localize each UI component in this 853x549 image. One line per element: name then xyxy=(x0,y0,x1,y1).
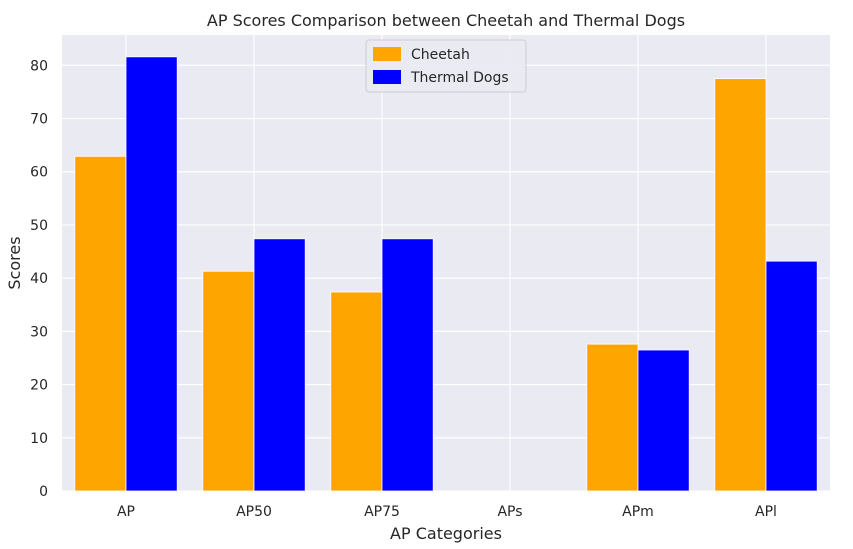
legend-label-cheetah: Cheetah xyxy=(411,47,470,63)
bar-thermal-dogs-ap75 xyxy=(381,238,434,492)
bar-thermal-dogs-ap xyxy=(125,56,178,492)
legend-box xyxy=(365,39,527,93)
y-tick-label: 80 xyxy=(30,58,48,74)
bar-thermal-dogs-ap50 xyxy=(253,238,306,492)
legend-label-thermal-dogs: Thermal Dogs xyxy=(410,70,509,86)
y-tick-label: 40 xyxy=(30,271,48,287)
y-tick-label: 0 xyxy=(39,484,48,500)
plot-background xyxy=(62,35,830,491)
bar-cheetah-ap75 xyxy=(330,291,383,492)
y-tick-label: 10 xyxy=(30,431,48,447)
legend: Cheetah Thermal Dogs xyxy=(365,39,527,93)
x-tick-label: APl xyxy=(755,504,777,520)
x-tick-label: APs xyxy=(497,504,522,520)
y-tick-label: 70 xyxy=(30,112,48,128)
y-tick-label: 50 xyxy=(30,218,48,234)
bar-cheetah-ap50 xyxy=(202,270,255,492)
bar-cheetah-apl xyxy=(714,78,767,492)
x-tick-labels: AP AP50 AP75 APs APm APl xyxy=(117,504,777,520)
x-axis-label: AP Categories xyxy=(390,524,502,543)
y-axis-label: Scores xyxy=(5,236,24,289)
y-tick-label: 60 xyxy=(30,165,48,181)
x-tick-label: AP xyxy=(117,504,135,520)
bar-thermal-dogs-apm xyxy=(637,349,690,492)
bar-cheetah-ap xyxy=(74,155,127,492)
bar-thermal-dogs-apl xyxy=(765,260,818,492)
legend-swatch-thermal-dogs xyxy=(373,70,401,84)
legend-swatch-cheetah xyxy=(373,47,401,61)
y-tick-label: 20 xyxy=(30,378,48,394)
bars xyxy=(74,56,818,492)
x-tick-label: AP75 xyxy=(364,504,400,520)
x-tick-label: AP50 xyxy=(236,504,272,520)
y-tick-label: 30 xyxy=(30,324,48,340)
x-tick-label: APm xyxy=(622,504,654,520)
bar-cheetah-apm xyxy=(586,343,639,492)
y-tick-labels: 0 10 20 30 40 50 60 70 80 xyxy=(30,58,48,500)
chart-title: AP Scores Comparison between Cheetah and… xyxy=(207,11,685,30)
